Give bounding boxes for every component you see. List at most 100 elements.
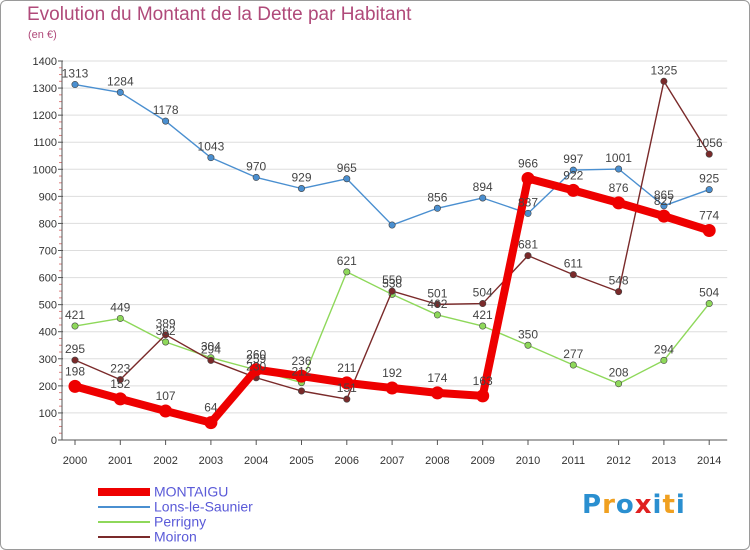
logo-letter: i [675, 490, 686, 520]
data-label-moiron: 295 [65, 342, 85, 356]
data-point-perrigny [343, 268, 351, 276]
data-point-moiron [71, 356, 79, 364]
data-point-lons-le-saunier [207, 154, 215, 162]
x-tick-label: 2007 [380, 455, 404, 467]
data-point-perrigny [479, 322, 487, 330]
data-point-lons-le-saunier [705, 186, 713, 194]
data-label-lons-le-saunier: 1178 [153, 103, 179, 117]
data-point-lons-le-saunier [479, 194, 487, 202]
data-point-perrigny [615, 380, 623, 388]
y-tick-label: 1400 [33, 56, 57, 68]
x-tick-label: 2004 [244, 455, 268, 467]
data-point-lons-le-saunier [252, 173, 260, 181]
x-tick-label: 2003 [199, 455, 223, 467]
data-label-montaigu: 163 [473, 374, 493, 388]
y-tick-label: 500 [39, 300, 57, 312]
data-point-perrigny [660, 356, 668, 364]
series-line-moiron [74, 80, 710, 400]
data-label-lons-le-saunier: 1284 [107, 74, 134, 88]
data-point-moiron [615, 288, 623, 296]
axes: 0 100 200 300 400 500 600 700 800 900 1000 1100 1200… [33, 56, 728, 467]
y-tick-label: 900 [39, 191, 57, 203]
legend-item-perrigny: Perrigny [98, 514, 253, 529]
data-point-lons-le-saunier [297, 185, 305, 193]
y-tick-label: 600 [39, 273, 57, 285]
data-label-moiron: 501 [427, 286, 447, 300]
chart-unit: (en €) [28, 29, 57, 41]
data-point-montaigu [295, 369, 308, 383]
y-tick-label: 300 [39, 354, 57, 366]
legend-item-moiron: Moiron [98, 529, 253, 544]
legend-swatch-montaigu [98, 487, 150, 496]
data-label-lons-le-saunier: 970 [246, 159, 266, 173]
data-point-perrigny [524, 341, 532, 349]
legend-label-perrigny: Perrigny [154, 513, 207, 530]
data-label-montaigu: 774 [699, 208, 719, 222]
data-point-moiron [524, 252, 532, 260]
data-label-moiron: 611 [564, 257, 583, 271]
data-label-montaigu: 922 [563, 168, 583, 182]
data-point-lons-le-saunier [71, 81, 79, 89]
data-label-lons-le-saunier: 1043 [198, 140, 225, 154]
logo-letter: r [602, 490, 616, 520]
data-point-perrigny [569, 361, 577, 369]
data-label-perrigny: 621 [337, 254, 357, 268]
data-label-perrigny: 277 [563, 347, 583, 361]
data-point-montaigu [68, 379, 82, 393]
data-label-lons-le-saunier: 865 [654, 188, 674, 202]
data-label-moiron: 151 [337, 381, 357, 395]
legend-label-lons-le-saunier: Lons-le-Saunier [154, 498, 253, 515]
data-label-perrigny: 538 [382, 276, 402, 290]
y-tick-label: 800 [39, 218, 57, 230]
data-point-montaigu [612, 196, 626, 210]
data-point-montaigu [340, 376, 354, 390]
x-tick-label: 2001 [108, 455, 132, 467]
data-label-montaigu: 827 [654, 194, 674, 208]
data-label-lons-le-saunier: 1001 [605, 151, 632, 165]
data-label-lons-le-saunier: 856 [427, 190, 447, 204]
y-tick-label: 700 [39, 246, 57, 258]
data-label-lons-le-saunier: 997 [563, 152, 583, 166]
data-point-lons-le-saunier [388, 221, 396, 229]
data-label-montaigu: 107 [156, 389, 176, 403]
logo-letter: o [615, 490, 635, 520]
data-point-moiron [705, 150, 713, 158]
data-label-lons-le-saunier: 1313 [62, 67, 89, 81]
data-point-moiron [660, 77, 668, 85]
legend-swatch-moiron [98, 535, 150, 538]
data-point-montaigu [430, 386, 444, 400]
x-tick-label: 2002 [153, 455, 177, 467]
data-label-montaigu: 966 [518, 156, 538, 170]
data-point-montaigu [385, 381, 399, 395]
data-label-montaigu: 236 [291, 354, 311, 368]
chart-title: Evolution du Montant de la Dette par Hab… [27, 4, 412, 25]
data-label-perrigny: 421 [473, 308, 493, 322]
x-tick-label: 2006 [335, 455, 359, 467]
data-label-perrigny: 259 [246, 352, 266, 366]
data-point-montaigu [702, 223, 716, 237]
data-label-lons-le-saunier: 925 [699, 172, 719, 186]
data-point-moiron [388, 287, 396, 295]
x-tick-label: 2010 [516, 455, 540, 467]
data-label-perrigny: 421 [65, 308, 85, 322]
data-label-lons-le-saunier: 965 [337, 161, 357, 175]
data-point-perrigny [71, 322, 79, 330]
y-tick-label: 1100 [33, 137, 57, 149]
data-label-moiron: 223 [110, 362, 130, 376]
data-label-moiron: 230 [246, 360, 266, 374]
data-point-montaigu [657, 209, 671, 223]
data-point-montaigu [249, 363, 263, 377]
data-point-moiron [162, 331, 170, 339]
data-label-moiron: 504 [473, 286, 493, 300]
data-label-perrigny: 504 [699, 286, 719, 300]
data-label-perrigny: 294 [654, 342, 674, 356]
data-label-montaigu: 152 [110, 377, 130, 391]
data-label-moiron: 294 [201, 342, 221, 356]
data-point-montaigu [476, 389, 490, 403]
x-tick-label: 2014 [697, 455, 721, 467]
data-label-montaigu: 211 [337, 361, 356, 375]
data-point-lons-le-saunier [433, 204, 441, 212]
legend-swatch-perrigny [98, 520, 150, 523]
